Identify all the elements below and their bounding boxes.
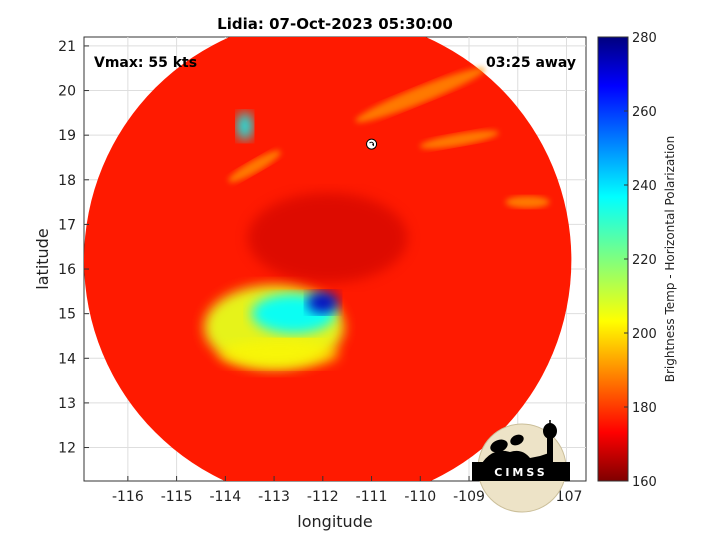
y-tick-label: 19 <box>58 128 76 144</box>
x-tick-label: -116 <box>112 489 144 505</box>
x-tick-label: -111 <box>356 489 388 505</box>
y-axis-label: latitude <box>33 228 52 289</box>
vmax-annotation: Vmax: 55 kts <box>94 55 197 71</box>
x-tick-label: -113 <box>258 489 290 505</box>
y-tick-label: 15 <box>58 307 76 323</box>
colorbar-tick-label: 180 <box>632 401 657 416</box>
colorbar-tick-label: 240 <box>632 179 657 194</box>
y-tick-label: 13 <box>58 396 76 412</box>
cloud-streak <box>505 196 550 209</box>
colorbar-tick-label: 200 <box>632 327 657 342</box>
x-tick-label: -109 <box>453 489 485 505</box>
cloud-streak <box>419 130 499 149</box>
y-tick-label: 16 <box>58 262 76 278</box>
colorbar-tick-label: 220 <box>632 253 657 268</box>
y-axis-ticks: 12 13 14 15 16 17 18 19 20 21 <box>58 39 89 457</box>
colorbar-tick-label: 160 <box>632 475 657 490</box>
logo-text: CIMSS <box>494 466 547 479</box>
cloud-streak <box>228 150 281 183</box>
time-away-annotation: 03:25 away <box>486 55 576 71</box>
convection-northwest-cell <box>236 112 253 141</box>
y-tick-label: 12 <box>58 441 76 457</box>
colorbar-ticks: 160 180 200 220 240 260 280 <box>624 31 657 490</box>
colorbar-tick-label: 260 <box>632 105 657 120</box>
colorbar-label: Brightness Temp - Horizontal Polarizatio… <box>663 136 677 383</box>
cimss-logo: CIMSS <box>472 420 570 513</box>
x-tick-label: -114 <box>209 489 241 505</box>
swath-data <box>84 37 572 481</box>
cloud-streak <box>355 67 486 123</box>
y-tick-label: 14 <box>58 351 76 367</box>
colorbar-tick-label: 280 <box>632 31 657 46</box>
x-axis-label: longitude <box>297 512 372 531</box>
colorbar <box>597 36 629 482</box>
storm-center-icon <box>366 138 378 150</box>
y-tick-label: 18 <box>58 173 76 189</box>
x-tick-label: -110 <box>404 489 436 505</box>
eye-region <box>247 192 408 283</box>
y-tick-label: 17 <box>58 217 76 233</box>
x-tick-label: -112 <box>307 489 339 505</box>
x-tick-label: -115 <box>161 489 193 505</box>
y-tick-label: 20 <box>58 84 76 100</box>
convection-eyewall-convection <box>306 291 339 314</box>
rainband-tail <box>218 339 339 368</box>
y-tick-label: 21 <box>58 39 76 55</box>
chart-title: Lidia: 07-Oct-2023 05:30:00 <box>217 15 453 33</box>
